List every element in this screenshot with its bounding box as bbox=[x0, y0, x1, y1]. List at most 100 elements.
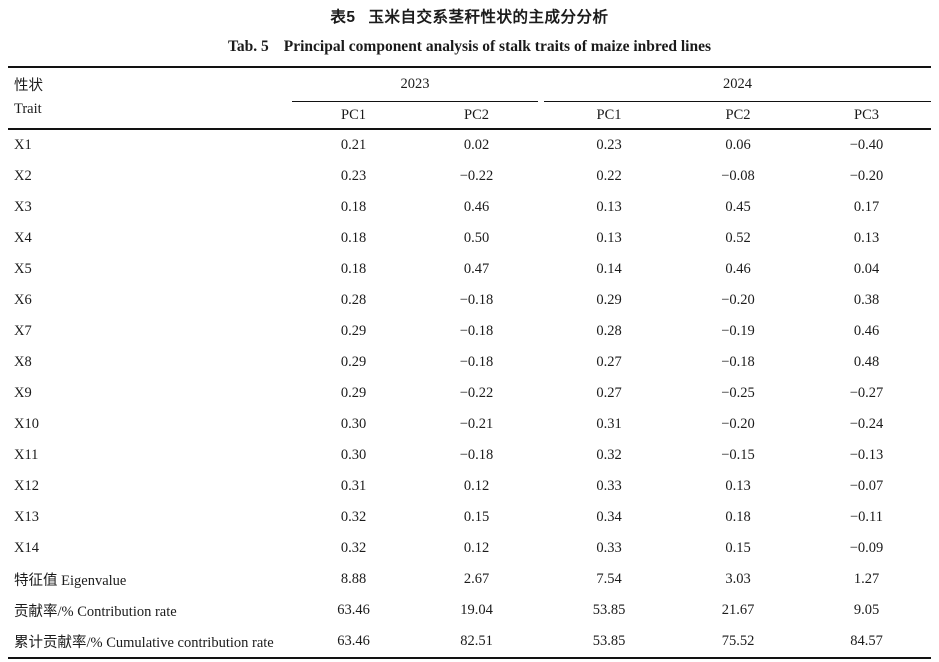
value-2024-pc1: 53.85 bbox=[592, 633, 626, 649]
value-2023-pc2: −0.18 bbox=[459, 447, 494, 463]
value-2024-pc1: 0.28 bbox=[596, 323, 622, 339]
header-2024-pc2: PC2 bbox=[674, 101, 802, 130]
value-2024-pc1: 0.27 bbox=[596, 354, 622, 370]
value-2024-pc1: 0.29 bbox=[596, 292, 622, 308]
value-2023-pc2: 0.12 bbox=[463, 478, 490, 494]
value-2024-pc1: 0.32 bbox=[596, 447, 622, 463]
value-2024-pc3: 0.46 bbox=[853, 323, 880, 339]
header-2023-pc1: PC1 bbox=[292, 101, 415, 130]
trait-column-header: 性状 Trait bbox=[8, 67, 292, 130]
value-2024-pc2: −0.15 bbox=[721, 447, 755, 463]
value-2023-pc2: −0.21 bbox=[459, 416, 494, 432]
value-2023-pc1: 0.18 bbox=[340, 199, 367, 215]
year-group-2024: 2024 bbox=[544, 67, 932, 102]
table-row: X9 0.29 −0.22 0.27 −0.25 −0.27 bbox=[8, 378, 931, 409]
trait-label: X12 bbox=[14, 478, 39, 494]
value-2023-pc1: 0.29 bbox=[340, 323, 367, 339]
value-2023-pc1: 0.23 bbox=[340, 168, 367, 184]
value-2024-pc3: −0.40 bbox=[849, 137, 884, 153]
column-gap bbox=[538, 101, 544, 130]
value-2023-pc1: 0.32 bbox=[340, 509, 367, 525]
value-2024-pc3: −0.09 bbox=[849, 540, 884, 556]
table-row: X7 0.29 −0.18 0.28 −0.19 0.46 bbox=[8, 316, 931, 347]
table-row: X5 0.18 0.47 0.14 0.46 0.04 bbox=[8, 254, 931, 285]
value-2024-pc3: 9.05 bbox=[853, 602, 880, 618]
pc-header-row: PC1 PC2 PC1 PC2 PC3 bbox=[8, 101, 932, 130]
table-row: 累计贡献率/% Cumulative contribution rate 63.… bbox=[8, 626, 931, 658]
value-2024-pc2: 3.03 bbox=[725, 571, 751, 587]
table-row: X4 0.18 0.50 0.13 0.52 0.13 bbox=[8, 223, 931, 254]
table-row: X10 0.30 −0.21 0.31 −0.20 −0.24 bbox=[8, 409, 931, 440]
trait-label: X4 bbox=[14, 230, 32, 246]
value-2023-pc2: −0.18 bbox=[459, 354, 494, 370]
value-2023-pc1: 63.46 bbox=[337, 633, 370, 649]
value-2024-pc2: −0.25 bbox=[721, 385, 755, 401]
value-2024-pc2: 0.18 bbox=[725, 509, 751, 525]
table-title-en-text: Principal component analysis of stalk tr… bbox=[283, 38, 712, 55]
value-2024-pc2: −0.08 bbox=[721, 168, 755, 184]
trait-label: X13 bbox=[14, 509, 39, 525]
value-2024-pc2: 75.52 bbox=[721, 633, 755, 649]
trait-label: 特征值 Eigenvalue bbox=[14, 573, 127, 589]
value-2024-pc3: 0.38 bbox=[853, 292, 880, 308]
value-2023-pc2: 0.15 bbox=[463, 509, 490, 525]
year-header-row: 性状 Trait 2023 2024 bbox=[8, 67, 932, 130]
value-2024-pc2: −0.20 bbox=[721, 292, 755, 308]
trait-label: X5 bbox=[14, 261, 32, 277]
value-2023-pc1: 0.18 bbox=[340, 261, 367, 277]
table-row: 特征值 Eigenvalue 8.88 2.67 7.54 3.03 1.27 bbox=[8, 564, 931, 595]
value-2023-pc2: −0.22 bbox=[459, 168, 494, 184]
trait-label: X9 bbox=[14, 385, 32, 401]
value-2023-pc1: 0.29 bbox=[340, 385, 367, 401]
value-2024-pc1: 0.22 bbox=[596, 168, 622, 184]
value-2024-pc1: 0.13 bbox=[596, 230, 622, 246]
value-2024-pc1: 0.27 bbox=[596, 385, 622, 401]
value-2024-pc1: 7.54 bbox=[596, 571, 622, 587]
trait-label: 累计贡献率/% Cumulative contribution rate bbox=[14, 635, 274, 651]
pca-table: 性状 Trait 2023 2024 PC1 PC2 PC1 PC2 PC3 X… bbox=[8, 66, 932, 659]
value-2023-pc1: 0.29 bbox=[340, 354, 367, 370]
value-2024-pc2: −0.19 bbox=[721, 323, 755, 339]
value-2024-pc2: 0.06 bbox=[725, 137, 751, 153]
value-2024-pc2: −0.18 bbox=[721, 354, 755, 370]
value-2023-pc2: 2.67 bbox=[463, 571, 490, 587]
table-number-en: Tab. 5 bbox=[227, 38, 269, 55]
trait-header-en: Trait bbox=[14, 101, 42, 117]
value-2024-pc1: 0.33 bbox=[596, 478, 622, 494]
value-2023-pc2: 0.02 bbox=[463, 137, 490, 153]
trait-label: X11 bbox=[14, 447, 39, 463]
value-2023-pc1: 0.18 bbox=[340, 230, 367, 246]
trait-label: X1 bbox=[14, 137, 32, 153]
table-header: 性状 Trait 2023 2024 PC1 PC2 PC1 PC2 PC3 bbox=[8, 67, 932, 130]
trait-label: 贡献率/% Contribution rate bbox=[14, 604, 177, 620]
value-2024-pc3: 84.57 bbox=[850, 633, 883, 649]
table-title-zh-text: 玉米自交系茎秆性状的主成分分析 bbox=[368, 9, 609, 26]
value-2023-pc2: 19.04 bbox=[460, 602, 493, 618]
table-row: X6 0.28 −0.18 0.29 −0.20 0.38 bbox=[8, 285, 931, 316]
year-group-2023: 2023 bbox=[292, 67, 538, 102]
value-2023-pc1: 0.28 bbox=[340, 292, 367, 308]
value-2024-pc3: 0.13 bbox=[853, 230, 880, 246]
value-2023-pc2: −0.18 bbox=[459, 323, 494, 339]
trait-label: X3 bbox=[14, 199, 32, 215]
value-2023-pc1: 0.30 bbox=[340, 416, 367, 432]
value-2023-pc2: 0.47 bbox=[463, 261, 490, 277]
table-row: X3 0.18 0.46 0.13 0.45 0.17 bbox=[8, 192, 931, 223]
value-2024-pc1: 0.14 bbox=[596, 261, 622, 277]
value-2024-pc3: 0.17 bbox=[853, 199, 880, 215]
value-2023-pc2: 0.50 bbox=[463, 230, 490, 246]
value-2024-pc2: 0.13 bbox=[725, 478, 751, 494]
value-2024-pc1: 0.31 bbox=[596, 416, 622, 432]
value-2024-pc1: 53.85 bbox=[592, 602, 626, 618]
table-row: X11 0.30 −0.18 0.32 −0.15 −0.13 bbox=[8, 440, 931, 471]
value-2023-pc2: 0.46 bbox=[463, 199, 490, 215]
value-2024-pc3: 0.48 bbox=[853, 354, 880, 370]
trait-header-zh: 性状 bbox=[14, 77, 43, 94]
table-row: X12 0.31 0.12 0.33 0.13 −0.07 bbox=[8, 471, 931, 502]
table-number-zh: 表5 bbox=[330, 9, 356, 26]
value-2024-pc3: 0.04 bbox=[853, 261, 880, 277]
trait-label: X14 bbox=[14, 540, 39, 556]
value-2024-pc3: −0.20 bbox=[849, 168, 884, 184]
trait-label: X7 bbox=[14, 323, 32, 339]
